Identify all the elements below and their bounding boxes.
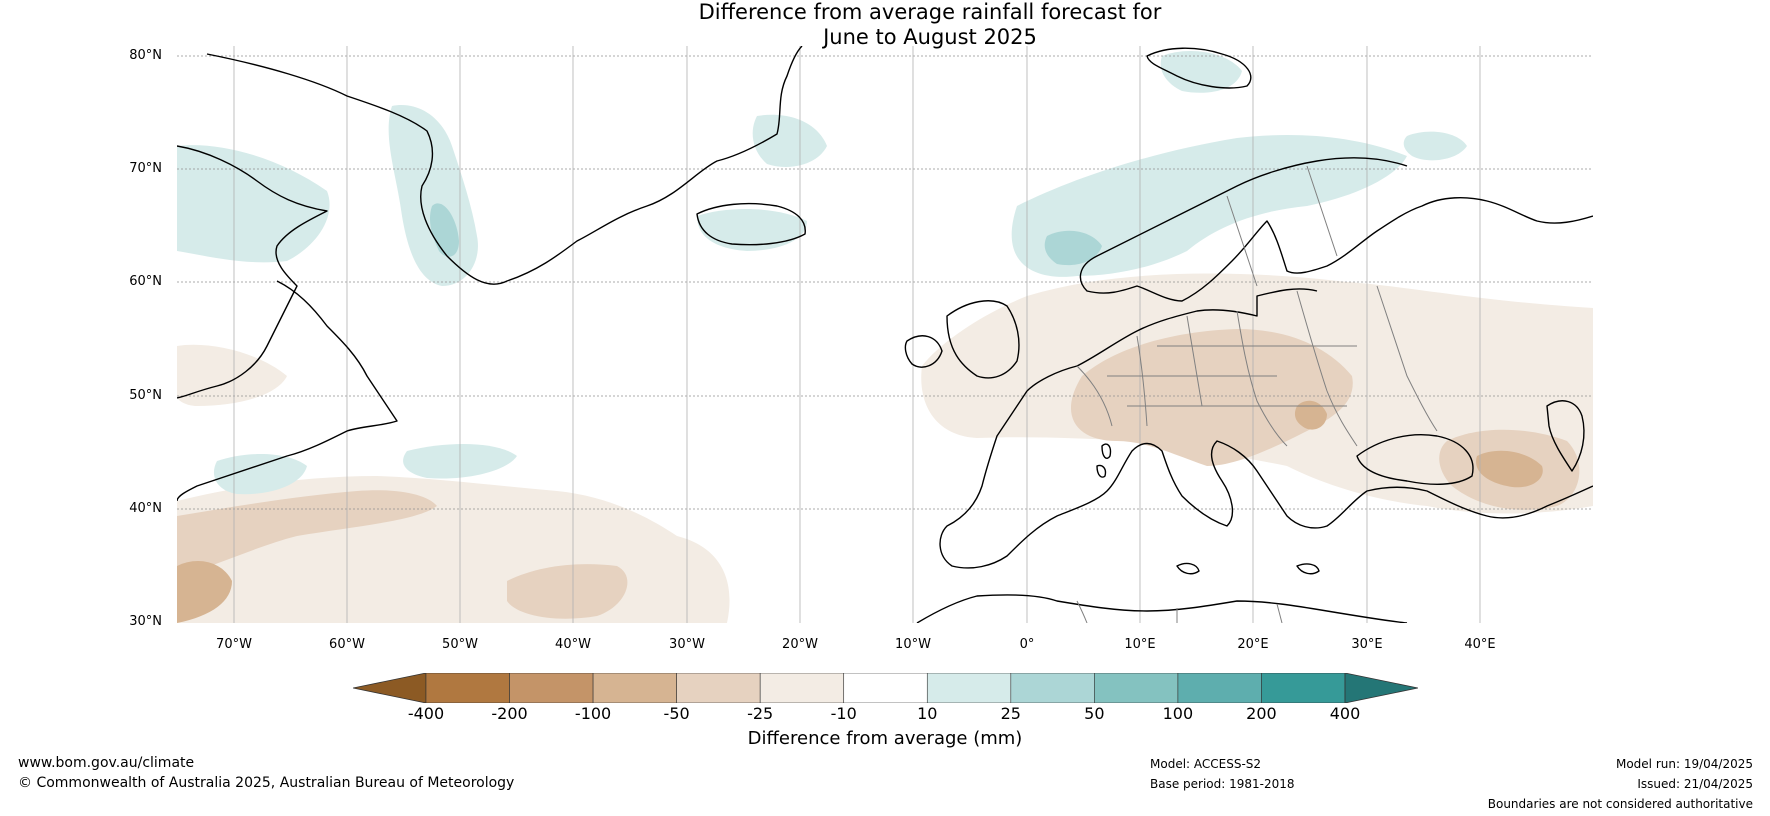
colorbar-swatches bbox=[352, 672, 1419, 704]
colorbar bbox=[352, 672, 1419, 704]
coast-scandinavia bbox=[1079, 157, 1593, 302]
lon-tick-30w: 30°W bbox=[669, 637, 705, 652]
colorbar-label: Difference from average (mm) bbox=[747, 728, 1023, 749]
lon-tick-0: 0° bbox=[1019, 637, 1035, 652]
border-europe-6 bbox=[1376, 285, 1438, 432]
title-line-2: June to August 2025 bbox=[823, 25, 1037, 49]
colorbar-segment bbox=[509, 672, 594, 704]
issued-text: Issued: 21/04/2025 bbox=[1637, 777, 1753, 791]
colorbar-segment bbox=[1010, 672, 1095, 704]
colorbar-tick-label: -400 bbox=[407, 704, 445, 723]
colorbar-tick-label: 200 bbox=[1246, 704, 1277, 723]
lon-tick-40w: 40°W bbox=[555, 637, 591, 652]
coast-uk-ireland bbox=[904, 300, 1020, 379]
coast-greenland bbox=[206, 46, 803, 285]
lat-tick-50: 50°N bbox=[129, 388, 162, 403]
colorbar-tick-label: -50 bbox=[663, 704, 690, 723]
coast-africa-north bbox=[916, 594, 1408, 623]
colorbar-tick-label: -25 bbox=[747, 704, 774, 723]
colorbar-segment bbox=[676, 672, 761, 704]
graticule bbox=[177, 55, 1593, 510]
colorbar-extension-high bbox=[1344, 672, 1419, 704]
coast-mediterranean-islands bbox=[1096, 443, 1320, 575]
coastlines bbox=[177, 46, 1593, 623]
graticule-meridians bbox=[233, 46, 1481, 623]
wet-region-newfoundland-atl bbox=[213, 454, 307, 495]
colorbar-tick-label: -10 bbox=[830, 704, 857, 723]
colorbar-segment bbox=[926, 672, 1012, 704]
model-text: Model: ACCESS-S2 bbox=[1150, 757, 1262, 771]
lon-tick-60w: 60°W bbox=[329, 637, 365, 652]
lon-tick-70w: 70°W bbox=[216, 637, 252, 652]
disclaimer-text: Boundaries are not considered authoritat… bbox=[1487, 797, 1753, 811]
lon-tick-20e: 20°E bbox=[1237, 637, 1269, 652]
lat-tick-60: 60°N bbox=[129, 274, 162, 289]
dry-region-caucasus-core bbox=[1476, 450, 1543, 488]
colorbar-segment bbox=[1261, 672, 1346, 704]
coast-iceland bbox=[696, 202, 806, 246]
colorbar-tick-label: 400 bbox=[1329, 704, 1361, 723]
wet-region-norway-core bbox=[1044, 230, 1102, 266]
coast-caspian bbox=[1546, 400, 1585, 472]
lon-tick-40e: 40°E bbox=[1464, 637, 1496, 652]
border-europe-7 bbox=[1107, 345, 1357, 407]
border-scandinavia bbox=[1226, 165, 1338, 287]
colorbar-segment bbox=[1177, 672, 1262, 704]
lat-tick-70: 70°N bbox=[129, 161, 162, 176]
colorbar-segment bbox=[843, 672, 928, 704]
dry-region-hungary bbox=[1294, 400, 1327, 430]
colorbar-tick-label: 100 bbox=[1162, 704, 1194, 723]
wet-region-greenland-east bbox=[388, 105, 478, 287]
coast-canada-north bbox=[177, 145, 328, 399]
colorbar-tick-label: 10 bbox=[917, 704, 938, 723]
border-europe-1 bbox=[1076, 365, 1113, 427]
colorbar-tick-label: 25 bbox=[1000, 704, 1021, 723]
dry-region-west-atlantic-core bbox=[177, 561, 232, 623]
border-africa bbox=[1076, 600, 1283, 623]
copyright-text: © Commonwealth of Australia 2025, Austra… bbox=[18, 775, 515, 791]
dry-region-canada bbox=[177, 344, 287, 406]
wet-region-barents bbox=[1403, 131, 1467, 161]
map-canvas bbox=[177, 46, 1593, 623]
colorbar-extension-low bbox=[352, 672, 427, 704]
colorbar-segment bbox=[425, 672, 510, 704]
colorbar-tick-label: -100 bbox=[574, 704, 612, 723]
chart-title: Difference from average rainfall forecas… bbox=[0, 0, 1770, 50]
country-borders bbox=[1076, 165, 1438, 623]
dry-region-west-atlantic bbox=[177, 476, 730, 623]
coast-svalbard bbox=[1146, 47, 1252, 89]
lat-tick-40: 40°N bbox=[129, 501, 162, 516]
model-run-text: Model run: 19/04/2025 bbox=[1615, 757, 1753, 771]
colorbar-segment bbox=[592, 672, 677, 704]
dry-anomaly-regions bbox=[177, 273, 1593, 623]
border-europe-3 bbox=[1186, 315, 1203, 407]
lon-tick-10e: 10°E bbox=[1124, 637, 1156, 652]
title-line-1: Difference from average rainfall forecas… bbox=[698, 0, 1162, 24]
wet-region-east-greenland-sea bbox=[752, 114, 827, 167]
coast-labrador bbox=[177, 280, 398, 502]
dry-region-mid-atlantic bbox=[507, 564, 628, 619]
border-europe-4 bbox=[1236, 310, 1288, 447]
rainfall-map bbox=[177, 46, 1593, 623]
colorbar-tick-label: -200 bbox=[491, 704, 528, 723]
lon-tick-20w: 20°W bbox=[782, 637, 818, 652]
lon-tick-30e: 30°E bbox=[1351, 637, 1383, 652]
wet-region-iceland bbox=[697, 209, 807, 251]
lon-tick-50w: 50°W bbox=[442, 637, 478, 652]
lon-tick-10w: 10°W bbox=[895, 637, 931, 652]
lat-tick-80: 80°N bbox=[129, 48, 162, 63]
lat-tick-30: 30°N bbox=[129, 614, 162, 629]
wet-region-svalbard bbox=[1160, 51, 1242, 93]
colorbar-segment bbox=[1094, 672, 1179, 704]
dry-region-west-atlantic-band bbox=[177, 490, 437, 576]
wet-region-baffin bbox=[177, 145, 330, 263]
coast-europe-mainland bbox=[939, 288, 1593, 569]
colorbar-tick-label: 50 bbox=[1084, 704, 1105, 723]
website-link[interactable]: www.bom.gov.au/climate bbox=[18, 755, 195, 771]
base-period-text: Base period: 1981-2018 bbox=[1150, 777, 1295, 791]
colorbar-segment bbox=[759, 672, 845, 704]
border-europe-2 bbox=[1136, 335, 1148, 427]
coast-black-sea bbox=[1356, 434, 1474, 485]
border-europe-5 bbox=[1296, 290, 1358, 447]
